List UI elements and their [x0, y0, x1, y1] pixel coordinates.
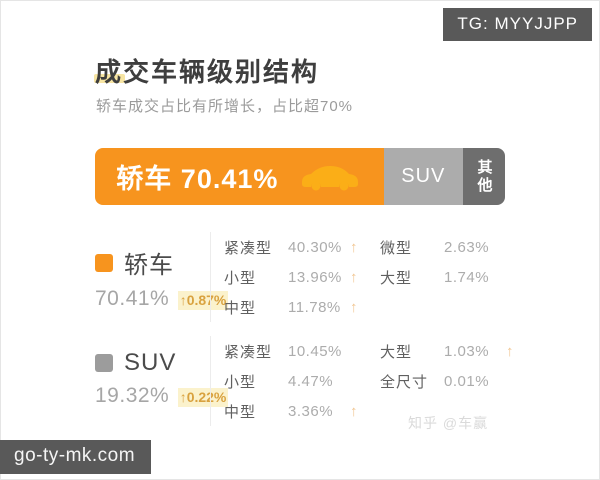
row-label: 紧凑型: [224, 343, 273, 361]
up-arrow-icon: ↑: [350, 402, 358, 420]
row-value: 11.78%: [288, 298, 341, 316]
sedan-color-swatch: [95, 253, 113, 272]
table-row: 大型 1.03% ↑: [380, 336, 520, 366]
row-value: 10.45%: [288, 342, 342, 360]
table-row: 全尺寸 0.01%: [380, 366, 520, 396]
row-value: 13.96%: [288, 268, 342, 286]
row-label: 微型: [380, 239, 413, 257]
row-value: 2.63%: [444, 238, 490, 256]
sedan-total-percent: 70.41%: [95, 287, 170, 310]
table-row: 紧凑型 10.45%: [224, 336, 364, 366]
suv-legend-label: SUV: [124, 349, 177, 376]
bar-segment-sedan: 轿车 70.41%: [95, 148, 384, 205]
bar-segment-other-label: 其他: [475, 158, 493, 195]
up-arrow-icon: ↑: [506, 342, 514, 360]
legend-group-suv: SUV 19.32% ↑0.22% 紧凑型 10.45% 小型 4.47%: [95, 336, 520, 426]
suv-total-percent: 19.32%: [95, 384, 170, 407]
sedan-breakdown-table: 紧凑型 40.30% ↑ 小型 13.96% ↑ 中型 11.78% ↑ 微型: [210, 232, 520, 322]
table-row: 中型 11.78% ↑: [224, 292, 364, 322]
table-row: 小型 4.47%: [224, 366, 364, 396]
bar-segment-other: 其他: [462, 148, 505, 205]
up-arrow-icon: ↑: [350, 238, 358, 256]
table-row: 小型 13.96% ↑: [224, 262, 364, 292]
stacked-bar-chart: 轿车 70.41% SUV 其他: [95, 148, 505, 205]
up-arrow-icon: ↑: [350, 268, 358, 286]
site-watermark-badge: go-ty-mk.com: [0, 440, 152, 474]
row-label: 全尺寸: [380, 373, 429, 391]
up-arrow-icon: ↑: [350, 298, 358, 316]
suv-breakdown-table: 紧凑型 10.45% 小型 4.47% 中型 3.36% ↑ 大型: [210, 336, 520, 426]
row-label: 紧凑型: [224, 239, 273, 257]
row-value: 3.36%: [288, 402, 334, 420]
table-row: 中型 3.36% ↑: [224, 396, 364, 426]
page-title: 成交车辆级别结构: [95, 57, 320, 87]
table-row: 紧凑型 40.30% ↑: [224, 232, 364, 262]
row-label: 中型: [224, 299, 257, 317]
bar-segment-sedan-label: 轿车 70.41%: [116, 164, 279, 194]
row-label: 大型: [380, 269, 413, 287]
bar-segment-suv-label: SUV: [401, 165, 446, 187]
sedan-change-badge: ↑0.87%: [177, 291, 229, 310]
sedan-legend-label: 轿车: [124, 252, 174, 279]
table-row: 大型 1.74%: [380, 262, 520, 292]
row-label: 小型: [224, 269, 257, 287]
legend-group-sedan: 轿车 70.41% ↑0.87% 紧凑型 40.30% ↑ 小型 13.96% …: [95, 232, 520, 322]
telegram-watermark-badge: TG: MYYJJPP: [443, 8, 592, 41]
row-label: 中型: [224, 403, 257, 421]
row-value: 1.74%: [444, 268, 490, 286]
row-value: 40.30%: [288, 238, 342, 256]
row-value: 0.01%: [444, 372, 490, 390]
row-value: 4.47%: [288, 372, 334, 390]
row-label: 大型: [380, 343, 413, 361]
zhihu-credit-watermark: 知乎 @车赢: [408, 415, 489, 431]
title-highlight-mark: [94, 74, 125, 83]
bar-segment-suv: SUV: [383, 148, 463, 205]
row-value: 1.03%: [444, 342, 490, 360]
table-row: 微型 2.63%: [380, 232, 520, 262]
page-subtitle: 轿车成交占比有所增长，占比超70%: [96, 98, 354, 115]
suv-change-badge: ↑0.22%: [177, 388, 229, 407]
row-label: 小型: [224, 373, 257, 391]
suv-color-swatch: [95, 354, 113, 372]
legend-suv: SUV 19.32% ↑0.22%: [95, 336, 229, 426]
car-icon: [302, 165, 359, 190]
legend-sedan: 轿车 70.41% ↑0.87%: [95, 232, 229, 322]
